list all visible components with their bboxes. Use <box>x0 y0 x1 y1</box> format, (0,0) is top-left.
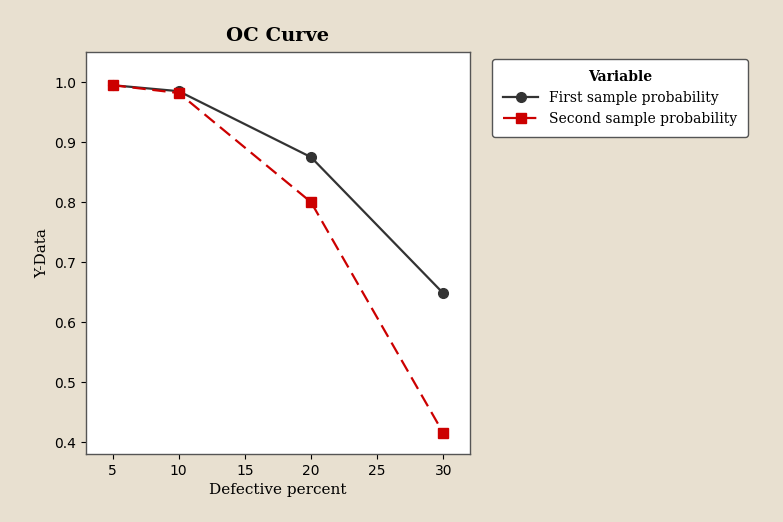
Legend: First sample probability, Second sample probability: First sample probability, Second sample … <box>492 59 749 137</box>
X-axis label: Defective percent: Defective percent <box>209 483 347 497</box>
Title: OC Curve: OC Curve <box>226 27 330 45</box>
Y-axis label: Y-Data: Y-Data <box>35 228 49 278</box>
